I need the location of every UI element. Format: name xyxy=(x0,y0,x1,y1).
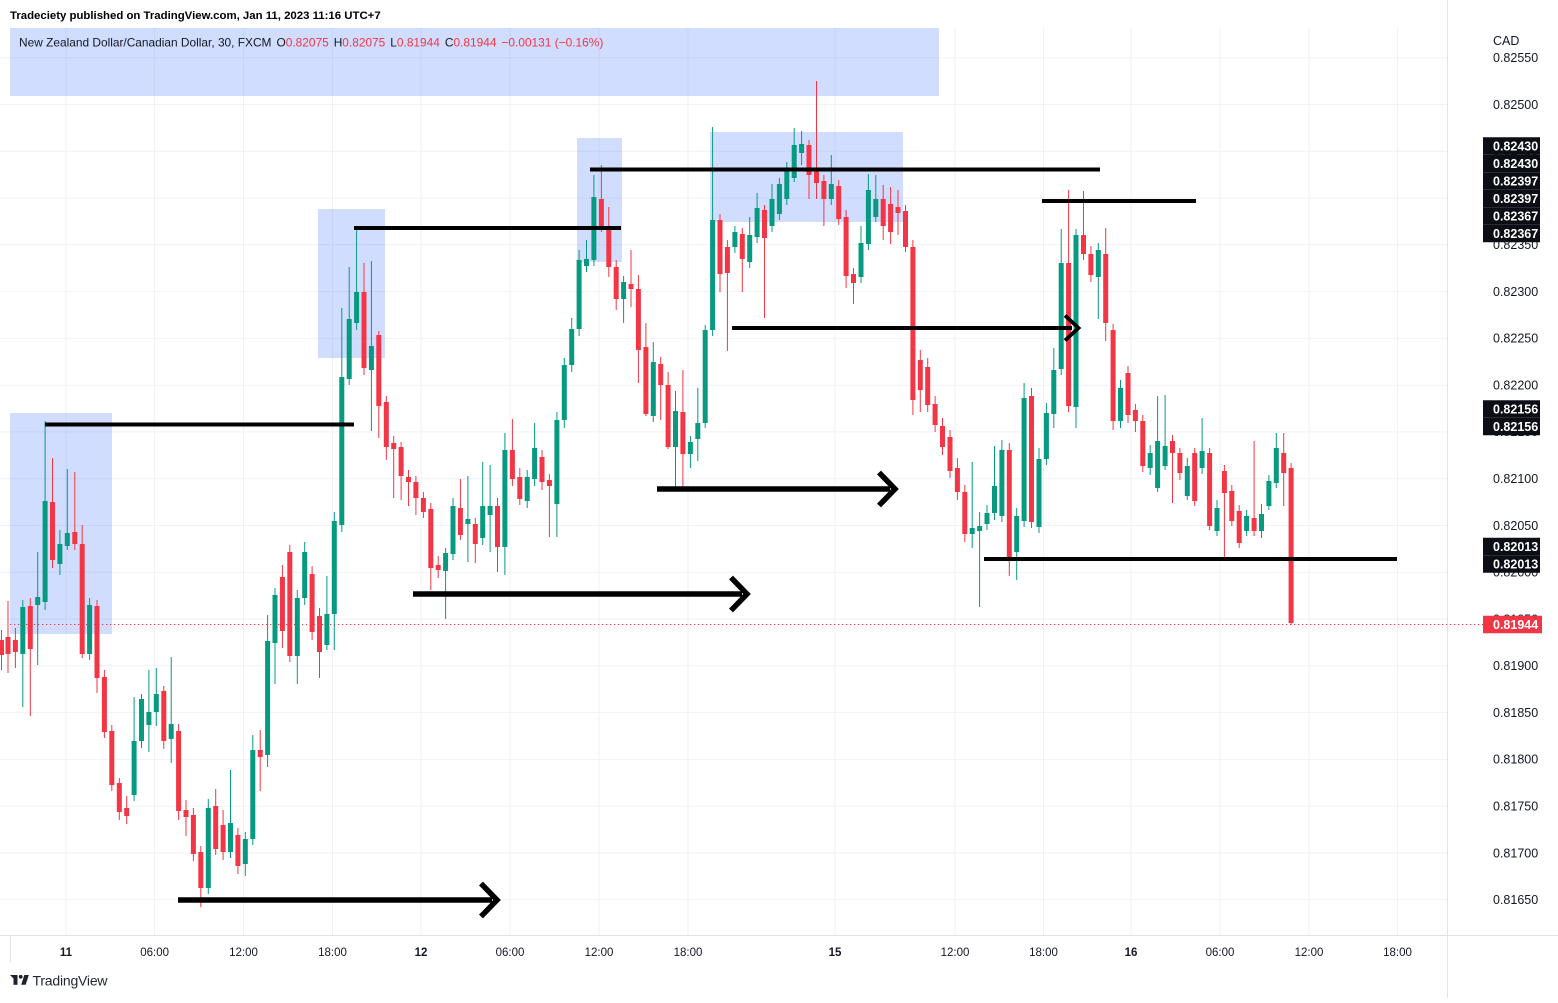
svg-text:11: 11 xyxy=(60,947,73,959)
svg-text:0.82200: 0.82200 xyxy=(1493,378,1538,392)
svg-text:12:00: 12:00 xyxy=(941,947,970,959)
svg-text:0.82430: 0.82430 xyxy=(1493,139,1538,153)
svg-text:0.82500: 0.82500 xyxy=(1493,98,1538,112)
svg-text:0.82156: 0.82156 xyxy=(1493,420,1538,434)
svg-text:0.82250: 0.82250 xyxy=(1493,332,1538,346)
svg-text:0.81800: 0.81800 xyxy=(1493,753,1538,767)
svg-text:12:00: 12:00 xyxy=(229,947,258,959)
svg-text:12: 12 xyxy=(415,947,428,959)
svg-text:0.82550: 0.82550 xyxy=(1493,51,1538,65)
svg-text:12:00: 12:00 xyxy=(585,947,614,959)
svg-text:0.82156: 0.82156 xyxy=(1493,402,1538,416)
svg-text:18:00: 18:00 xyxy=(1029,947,1058,959)
svg-text:0.82367: 0.82367 xyxy=(1493,209,1538,223)
svg-text:0.82013: 0.82013 xyxy=(1493,557,1538,571)
svg-text:06:00: 06:00 xyxy=(140,947,169,959)
svg-text:CAD: CAD xyxy=(1493,34,1519,48)
svg-text:18:00: 18:00 xyxy=(1383,947,1412,959)
svg-text:0.82050: 0.82050 xyxy=(1493,519,1538,533)
svg-text:0.81700: 0.81700 xyxy=(1493,846,1538,860)
svg-text:0.82100: 0.82100 xyxy=(1493,472,1538,486)
svg-text:0.82013: 0.82013 xyxy=(1493,540,1538,554)
svg-text:0.81650: 0.81650 xyxy=(1493,893,1538,907)
svg-text:New Zealand Dollar/Canadian Do: New Zealand Dollar/Canadian Dollar, 30, … xyxy=(19,36,603,50)
svg-text:Tradeciety published on Tradin: Tradeciety published on TradingView.com,… xyxy=(10,10,381,22)
svg-text:0.82397: 0.82397 xyxy=(1493,174,1538,188)
svg-text:0.81850: 0.81850 xyxy=(1493,706,1538,720)
svg-text:0.82397: 0.82397 xyxy=(1493,192,1538,206)
svg-text:12:00: 12:00 xyxy=(1295,947,1324,959)
svg-text:18:00: 18:00 xyxy=(318,947,347,959)
svg-text:18:00: 18:00 xyxy=(674,947,703,959)
svg-text:15: 15 xyxy=(829,947,842,959)
svg-text:0.81944: 0.81944 xyxy=(1493,618,1538,632)
svg-text:TradingView: TradingView xyxy=(33,973,109,989)
svg-text:0.82300: 0.82300 xyxy=(1493,285,1538,299)
svg-text:06:00: 06:00 xyxy=(496,947,525,959)
svg-text:0.82367: 0.82367 xyxy=(1493,227,1538,241)
svg-text:06:00: 06:00 xyxy=(1206,947,1235,959)
svg-text:0.81750: 0.81750 xyxy=(1493,799,1538,813)
svg-text:0.82430: 0.82430 xyxy=(1493,157,1538,171)
svg-text:0.81900: 0.81900 xyxy=(1493,659,1538,673)
svg-text:16: 16 xyxy=(1125,947,1138,959)
